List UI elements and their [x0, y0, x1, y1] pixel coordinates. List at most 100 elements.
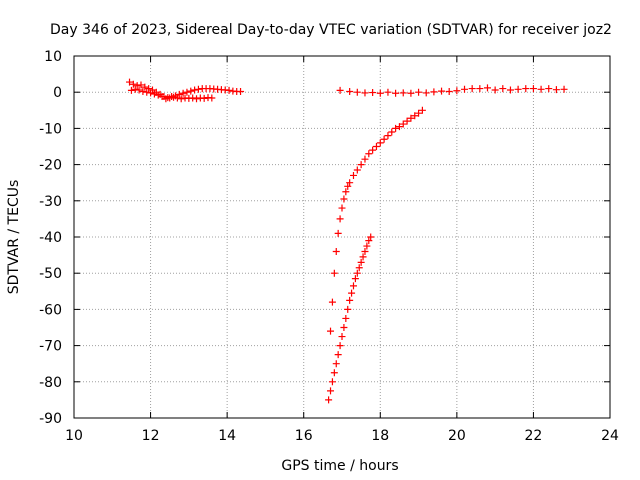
- x-tick-label: 24: [601, 428, 619, 444]
- data-point: [334, 229, 342, 237]
- data-point: [361, 155, 369, 163]
- data-point: [399, 89, 407, 97]
- data-point: [141, 83, 149, 91]
- x-tick-label: 22: [525, 428, 543, 444]
- data-point: [177, 95, 185, 103]
- data-point: [522, 85, 530, 93]
- data-point: [237, 87, 245, 95]
- data-point: [372, 143, 380, 150]
- data-series: [327, 106, 426, 335]
- y-tick-label: -50: [39, 266, 62, 282]
- data-point: [127, 86, 135, 94]
- data-point: [183, 88, 191, 96]
- data-point: [407, 89, 415, 97]
- data-point: [336, 215, 344, 223]
- data-point: [491, 86, 499, 94]
- data-series: [325, 233, 375, 404]
- data-point: [225, 86, 233, 94]
- data-point: [166, 94, 174, 102]
- data-point: [369, 89, 377, 97]
- data-point: [453, 87, 461, 95]
- data-point: [365, 150, 373, 158]
- data-point: [560, 85, 568, 93]
- data-point: [468, 85, 476, 93]
- y-tick-label: 0: [53, 85, 62, 101]
- data-point: [357, 161, 365, 169]
- x-tick-label: 20: [448, 428, 466, 444]
- data-point: [363, 242, 371, 250]
- data-point: [330, 269, 338, 277]
- data-point: [349, 171, 357, 179]
- x-tick-label: 12: [142, 428, 160, 444]
- data-point: [348, 289, 356, 297]
- data-points: [126, 78, 568, 404]
- data-point: [384, 88, 392, 96]
- data-point: [376, 89, 384, 97]
- data-point: [346, 296, 354, 304]
- data-series: [336, 84, 568, 97]
- data-point: [340, 195, 348, 203]
- data-point: [357, 258, 365, 266]
- data-point: [445, 87, 453, 95]
- data-point: [353, 88, 361, 96]
- data-point: [342, 314, 350, 322]
- data-point: [349, 282, 357, 290]
- data-point: [344, 182, 352, 190]
- data-point: [346, 87, 354, 95]
- data-point: [422, 89, 430, 97]
- data-point: [430, 88, 438, 96]
- data-point: [150, 90, 158, 98]
- data-point: [334, 351, 342, 359]
- data-point: [403, 117, 411, 125]
- data-point: [359, 253, 367, 261]
- data-point: [139, 87, 147, 95]
- data-point: [170, 93, 178, 101]
- data-point: [514, 85, 522, 93]
- y-tick-label: -40: [39, 230, 62, 246]
- data-point: [411, 112, 419, 120]
- x-axis-label: GPS time / hours: [281, 458, 398, 474]
- data-point: [353, 166, 361, 174]
- data-point: [328, 378, 336, 386]
- data-point: [376, 139, 384, 147]
- data-point: [461, 85, 469, 93]
- y-tick-label: -60: [39, 302, 62, 318]
- y-tick-label: -70: [39, 339, 62, 355]
- data-point: [351, 275, 359, 283]
- x-tick-label: 16: [295, 428, 313, 444]
- y-tick-label: -80: [39, 375, 62, 391]
- data-series: [127, 85, 216, 103]
- data-point: [200, 94, 208, 102]
- data-point: [392, 124, 400, 132]
- data-point: [175, 90, 183, 98]
- data-point: [137, 81, 145, 89]
- data-point: [399, 120, 407, 128]
- y-tick-label: -30: [39, 194, 62, 210]
- data-point: [332, 247, 340, 255]
- data-point: [336, 342, 344, 350]
- data-point: [415, 88, 423, 96]
- data-point: [537, 85, 545, 93]
- data-point: [355, 264, 363, 272]
- data-point: [131, 85, 139, 93]
- data-point: [369, 146, 377, 154]
- y-tick-label: -90: [39, 411, 62, 427]
- data-point: [147, 89, 155, 97]
- data-point: [330, 369, 338, 377]
- data-point: [344, 305, 352, 313]
- data-point: [506, 86, 514, 94]
- data-point: [336, 86, 344, 94]
- data-point: [392, 89, 400, 97]
- data-point: [545, 85, 553, 93]
- data-point: [173, 94, 181, 102]
- y-tick-label: -20: [39, 158, 62, 174]
- data-point: [162, 95, 170, 103]
- data-point: [483, 84, 491, 92]
- data-point: [338, 204, 346, 212]
- data-point: [193, 95, 201, 103]
- data-point: [367, 233, 375, 241]
- grid-lines: [74, 56, 610, 418]
- x-tick-label: 14: [218, 428, 236, 444]
- data-point: [346, 179, 354, 187]
